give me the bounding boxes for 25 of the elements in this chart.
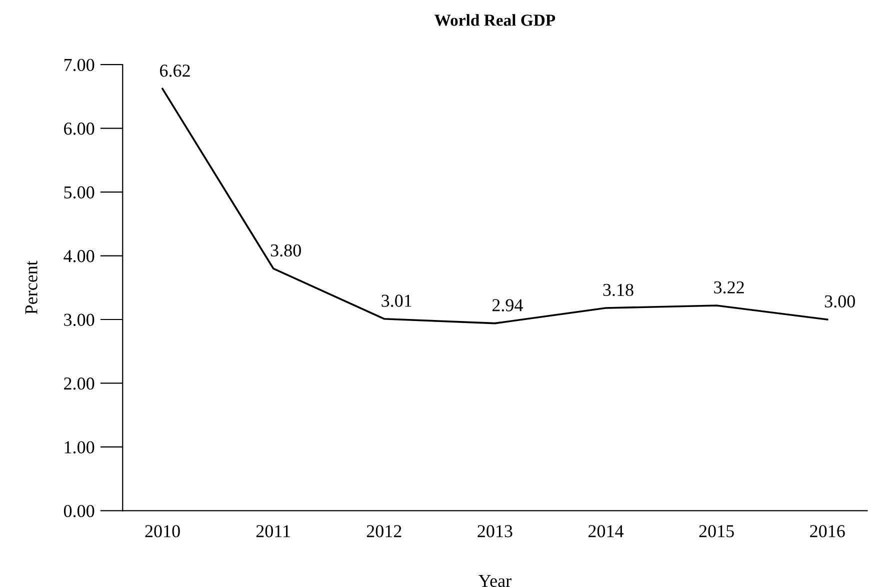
y-axis-title: Percent	[25, 260, 38, 314]
text: 3.18	[603, 284, 634, 296]
x-tick-label: 2013	[478, 525, 512, 538]
text: 3.22	[714, 281, 744, 294]
x-tick-label: 2012	[366, 525, 402, 538]
x-axis-title: Year	[478, 574, 512, 587]
y-tick-label: 7.00	[64, 58, 94, 72]
x-tick-label: 2014	[588, 525, 624, 538]
x-tick-label: 2010	[145, 525, 180, 538]
x-tick-label: 2015	[699, 525, 734, 538]
text: 3.00	[824, 295, 855, 308]
text: 6.62	[160, 64, 190, 77]
y-tick-label: 3.00	[64, 314, 94, 326]
y-tick-label: 6.00	[64, 122, 94, 135]
y-tick-label: 1.00	[64, 441, 94, 454]
text: 2.94	[492, 299, 523, 312]
text: 3.80	[270, 244, 301, 257]
y-tick-label: 0.00	[64, 504, 94, 518]
y-tick-label: 2.00	[64, 377, 94, 390]
y-tick-label: 4.00	[64, 250, 94, 262]
chart-title: World Real GDP	[434, 14, 556, 26]
x-tick-label: 2016	[810, 525, 845, 538]
x-tick-label: 2011	[256, 525, 290, 538]
text: 3.01	[382, 294, 412, 307]
y-tick-label: 5.00	[64, 186, 94, 199]
